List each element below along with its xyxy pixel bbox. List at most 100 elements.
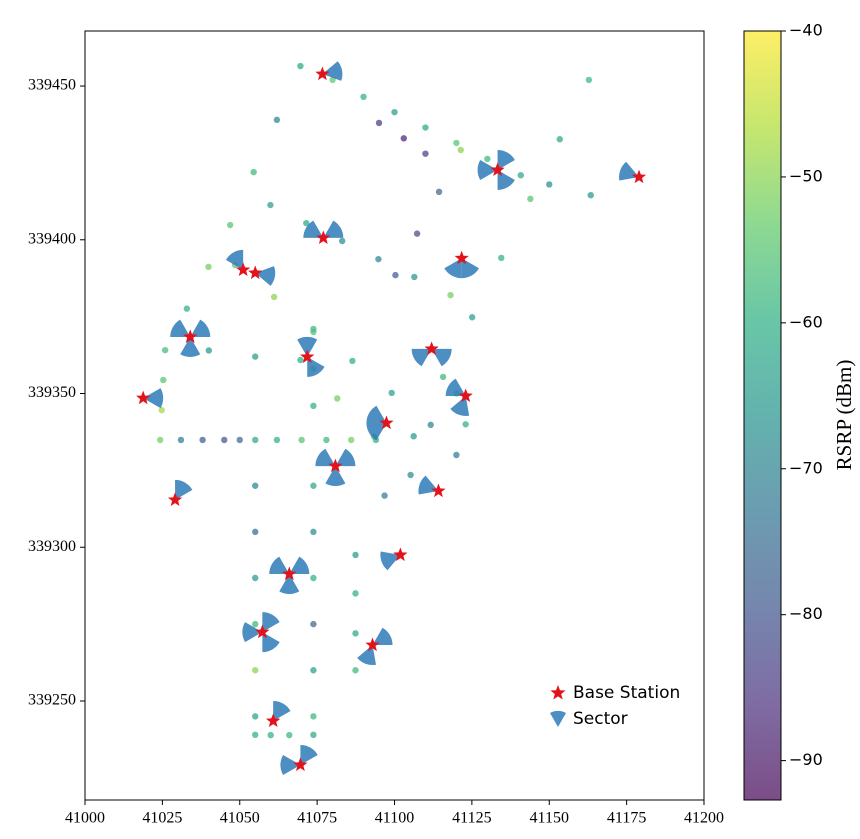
- sector: [366, 405, 387, 424]
- measurement-point: [252, 620, 259, 628]
- base-station: [300, 349, 315, 363]
- measurement-point: [177, 436, 185, 444]
- sector: [279, 574, 300, 595]
- sector: [303, 220, 324, 238]
- sector: [411, 348, 432, 367]
- measurement-point: [252, 574, 259, 582]
- sector: [322, 61, 343, 81]
- legend-label: Sector: [573, 709, 628, 729]
- measurement-point: [447, 291, 454, 299]
- sector: [297, 336, 318, 357]
- measurement-point: [439, 373, 447, 381]
- measurement-point: [422, 150, 429, 157]
- sector: [273, 700, 291, 721]
- sector: [143, 388, 164, 409]
- sector: [262, 612, 280, 633]
- measurement-point: [221, 436, 228, 444]
- sector: [323, 220, 344, 238]
- measurement-point: [427, 421, 434, 429]
- measurement-point: [392, 271, 399, 279]
- measurement-point: [199, 436, 206, 444]
- measurement-point: [252, 436, 259, 444]
- legend-marker: [550, 710, 566, 727]
- sector: [170, 319, 191, 337]
- measurement-point: [556, 136, 563, 143]
- measurement-point: [267, 731, 274, 739]
- colorbar-tick-label: −40: [789, 21, 823, 40]
- measurement-point: [413, 230, 421, 237]
- colorbar: [743, 30, 782, 801]
- base-station: [631, 169, 647, 184]
- measurement-point: [352, 551, 359, 559]
- measurement-point: [468, 314, 476, 321]
- sector: [225, 249, 244, 270]
- measurement-point: [310, 667, 317, 674]
- measurement-point: [527, 195, 534, 203]
- x-tick-label: 41200: [684, 810, 724, 827]
- measurement-point: [375, 119, 383, 127]
- measurement-point: [158, 406, 165, 414]
- base-station: [365, 637, 380, 652]
- measurement-point: [303, 219, 310, 227]
- measurement-point: [183, 305, 191, 312]
- measurement-point: [252, 713, 259, 720]
- base-station: [424, 341, 439, 355]
- sector: [445, 378, 466, 396]
- measurement-point: [381, 492, 388, 499]
- measurement-point: [334, 395, 341, 402]
- y-tick-label: 339400: [28, 230, 76, 247]
- measurement-point: [273, 436, 281, 444]
- measurement-point: [453, 139, 460, 147]
- sector: [307, 356, 325, 377]
- sector: [325, 466, 346, 487]
- sector: [289, 556, 310, 575]
- measurement-point: [205, 347, 212, 354]
- measurement-point: [236, 436, 243, 444]
- measurement-point: [273, 116, 281, 124]
- base-station: [454, 250, 469, 265]
- sector: [335, 448, 356, 467]
- sector: [242, 622, 263, 643]
- measurement-point: [252, 667, 259, 674]
- measurement-point: [250, 168, 257, 176]
- measurement-point: [360, 93, 367, 101]
- measurement-point: [252, 353, 259, 360]
- measurement-point: [160, 376, 167, 384]
- sector: [450, 395, 470, 416]
- measurement-point: [352, 630, 359, 637]
- measurement-point: [410, 433, 417, 440]
- measurement-point: [310, 731, 317, 739]
- sector: [477, 159, 498, 180]
- measurement-point: [297, 356, 304, 364]
- measurement-point: [435, 188, 443, 196]
- sector: [497, 149, 515, 170]
- measurement-point: [349, 357, 356, 365]
- sector: [262, 632, 280, 653]
- measurement-point: [252, 731, 259, 739]
- measurement-point: [517, 172, 524, 179]
- x-tick-label: 41125: [452, 810, 491, 827]
- measurement-point: [391, 108, 398, 116]
- sector: [300, 744, 318, 765]
- x-tick-label: 41150: [530, 810, 569, 827]
- base-station: [316, 230, 331, 244]
- measurement-point: [462, 421, 469, 428]
- measurement-point: [310, 528, 317, 536]
- measurement-point: [205, 263, 212, 271]
- x-tick-label: 41100: [375, 810, 414, 827]
- y-tick-label: 339300: [28, 538, 76, 555]
- sector: [431, 348, 452, 367]
- sector: [255, 266, 276, 286]
- measurement-point: [498, 254, 505, 262]
- base-station: [458, 388, 473, 402]
- sector: [315, 448, 336, 467]
- legend-label: Base Station: [573, 683, 680, 703]
- measurement-point: [338, 237, 346, 245]
- measurement-point: [226, 221, 234, 229]
- measurement-point: [400, 135, 407, 142]
- measurement-point: [310, 620, 317, 628]
- measurement-point: [546, 181, 553, 188]
- colorbar-tick-label: −70: [789, 458, 823, 477]
- measurement-point: [157, 436, 164, 444]
- base-station: [266, 713, 281, 727]
